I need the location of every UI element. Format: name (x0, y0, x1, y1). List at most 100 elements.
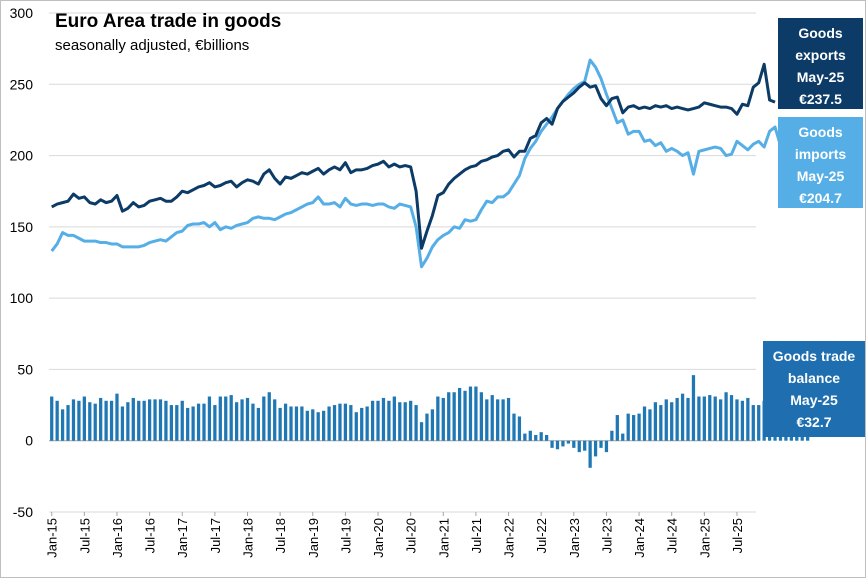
x-tick-label: Jan-24 (632, 518, 647, 558)
balance-bar (539, 432, 543, 441)
balance-bar (294, 406, 299, 441)
balance-bar (512, 413, 516, 441)
balance-bar (120, 406, 125, 441)
balance-bar (632, 415, 636, 441)
exports-callout: Goods exports May-25 €237.5 (778, 18, 863, 109)
balance-bar (131, 397, 135, 441)
balance-bar (196, 403, 201, 441)
balance-bar (137, 400, 141, 441)
chart-subtitle: seasonally adjusted, €billions (55, 37, 250, 54)
balance-bar (267, 392, 271, 441)
balance-bar (675, 397, 679, 441)
balance-bar (566, 440, 571, 444)
balance-bar (713, 396, 717, 441)
balance-bar (71, 399, 76, 441)
balance-bar (452, 392, 456, 441)
balance-bar (370, 400, 375, 441)
y-tick-label: 50 (17, 361, 33, 377)
balance-bar (425, 413, 429, 441)
balance-bar (735, 399, 739, 441)
balance-bar (506, 397, 511, 441)
balance-bar (93, 403, 97, 441)
balance-bar (262, 396, 266, 441)
balance-bar (316, 412, 320, 441)
balance-bar (115, 393, 119, 441)
balance-bar (109, 400, 114, 441)
x-tick-label: Jan-22 (502, 518, 517, 558)
x-tick-label: Jan-25 (697, 518, 712, 558)
balance-bar (180, 400, 184, 441)
balance-bar (398, 402, 402, 441)
balance-bar (501, 399, 505, 441)
balance-bar (490, 395, 494, 441)
imports-callout-line: imports (794, 146, 847, 162)
x-tick-label: Jan-15 (45, 518, 60, 558)
balance-bar (409, 400, 413, 441)
x-tick-label: Jul-24 (665, 518, 680, 553)
balance-bar (441, 397, 445, 441)
balance-bar (419, 422, 424, 441)
balance-bar (224, 396, 228, 441)
balance-bar (746, 397, 750, 441)
x-tick-label: Jan-19 (306, 518, 321, 558)
balance-bar (642, 406, 647, 441)
balance-bars (50, 375, 810, 468)
trade-lines (50, 58, 787, 269)
balance-bar (468, 386, 473, 441)
x-tick-label: Jul-18 (273, 518, 288, 553)
x-tick-label: Jan-16 (110, 518, 125, 558)
balance-bar (327, 406, 331, 441)
x-tick-label: Jul-23 (599, 518, 614, 553)
balance-bar (621, 433, 625, 441)
x-tick-label: Jul-25 (730, 518, 745, 553)
balance-bar (708, 395, 712, 441)
balance-bar (528, 430, 532, 441)
exports-callout-line: Goods (798, 25, 843, 41)
balance-bar (104, 400, 108, 441)
balance-bar (332, 405, 337, 441)
y-tick-label: 250 (10, 76, 34, 92)
balance-bar (305, 410, 309, 441)
balance-bar (534, 435, 538, 441)
gridlines (49, 12, 756, 513)
balance-bar (99, 397, 103, 441)
y-tick-label: 0 (25, 433, 33, 449)
balance-bar (240, 399, 244, 441)
balance-bar (158, 399, 163, 441)
balance-bar (273, 399, 277, 441)
balance-bar (479, 392, 483, 441)
balance-bar (719, 399, 723, 441)
balance-bar (66, 405, 70, 441)
balance-bar (757, 405, 761, 441)
balance-bar (229, 395, 233, 441)
balance-bar (153, 399, 157, 441)
balance-bar (278, 407, 282, 441)
balance-bar (403, 402, 407, 441)
imports-callout-line: Goods (798, 124, 843, 140)
imports-callout-line: May-25 (796, 168, 845, 184)
balance-bar (670, 402, 674, 441)
balance-bar (523, 433, 527, 441)
balance-bar (147, 399, 152, 441)
balance-bar (697, 396, 701, 441)
exports-callout-line: exports (795, 47, 846, 63)
balance-bar (322, 410, 326, 441)
balance-bar (637, 413, 641, 441)
x-tick-label: Jan-20 (371, 518, 386, 558)
balance-bar (474, 386, 478, 441)
balance-bar (680, 393, 685, 441)
imports-callout-line: €204.7 (799, 190, 842, 206)
balance-bar (126, 402, 130, 441)
x-tick-label: Jul-22 (534, 518, 549, 553)
balance-bar (283, 403, 288, 441)
balance-bar (686, 397, 690, 441)
balance-bar (354, 412, 358, 441)
balance-bar (251, 403, 255, 441)
y-tick-label: -50 (13, 504, 33, 520)
balance-bar (751, 405, 755, 441)
balance-bar (577, 440, 581, 453)
balance-callout-line: May-25 (790, 392, 838, 408)
balance-bar (610, 430, 614, 441)
balance-bar (77, 400, 81, 441)
